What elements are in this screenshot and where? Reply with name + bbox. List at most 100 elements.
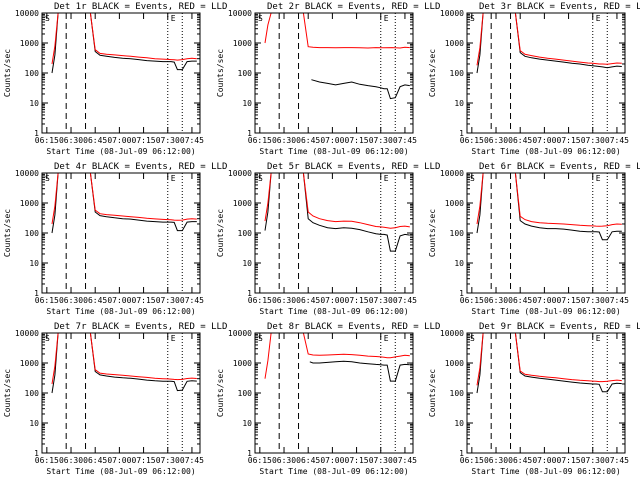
y-tick-label: 10 xyxy=(29,259,39,268)
x-tick-label: 06:15 xyxy=(460,136,484,145)
x-tick-label: 07:45 xyxy=(605,136,629,145)
y-tick-label: 10 xyxy=(242,419,252,428)
x-tick-label: 06:45 xyxy=(508,136,532,145)
y-tick-label: 1 xyxy=(459,449,464,458)
series-events-line xyxy=(476,172,622,241)
y-tick-label: 1000 xyxy=(233,199,252,208)
x-tick-label: 07:45 xyxy=(393,296,417,305)
x-tick-label: 07:15 xyxy=(132,456,156,465)
y-tick-label: 1 xyxy=(34,449,39,458)
x-tick-label: 07:45 xyxy=(605,296,629,305)
y-tick-label: 10000 xyxy=(15,169,39,178)
x-tick-label: 07:00 xyxy=(532,136,556,145)
x-tick-label: 07:00 xyxy=(532,296,556,305)
x-tick-label: 07:15 xyxy=(132,136,156,145)
end-mark: E xyxy=(171,174,176,183)
y-tick-label: 10000 xyxy=(15,329,39,338)
x-tick-label: 07:15 xyxy=(345,456,369,465)
chart-title: Det 2r BLACK = Events, RED = LLD xyxy=(267,2,440,12)
start-mark: S xyxy=(258,14,263,23)
x-tick-label: 07:30 xyxy=(581,296,605,305)
y-tick-label: 1000 xyxy=(445,39,464,48)
chart-panel-9: Det 9r BLACK = Events, RED = LLD Counts/s… xyxy=(428,322,640,476)
x-tick-label: 06:15 xyxy=(35,136,59,145)
x-tick-label: 07:15 xyxy=(557,456,581,465)
y-tick-label: 100 xyxy=(450,389,465,398)
x-tick-label: 07:30 xyxy=(369,296,393,305)
x-tick-label: 07:15 xyxy=(557,296,581,305)
plot-frame xyxy=(41,12,201,134)
x-axis-label: Start Time (08-Jul-09 06:12:00) xyxy=(259,467,408,476)
y-axis-label: Counts/sec xyxy=(216,209,225,257)
x-tick-label: 07:45 xyxy=(605,456,629,465)
x-tick-label: 06:45 xyxy=(83,136,107,145)
x-tick-label: 07:30 xyxy=(156,296,180,305)
y-tick-label: 100 xyxy=(450,229,465,238)
x-axis-label: Start Time (08-Jul-09 06:12:00) xyxy=(46,147,195,156)
chart-panel-7: Det 7r BLACK = Events, RED = LLD Counts/s… xyxy=(3,322,227,476)
plot-frame xyxy=(41,332,201,454)
y-tick-label: 100 xyxy=(25,69,40,78)
y-tick-label: 1 xyxy=(459,289,464,298)
y-tick-label: 10000 xyxy=(440,169,464,178)
y-tick-label: 10000 xyxy=(440,329,464,338)
x-tick-label: 07:00 xyxy=(532,456,556,465)
y-tick-label: 1000 xyxy=(233,39,252,48)
x-tick-label: 06:45 xyxy=(508,296,532,305)
chart-title: Det 4r BLACK = Events, RED = LLD xyxy=(54,162,227,172)
plot-frame xyxy=(254,332,414,454)
series-events-line xyxy=(309,360,410,382)
start-mark: S xyxy=(45,174,50,183)
y-tick-label: 10 xyxy=(242,99,252,108)
x-tick-label: 07:45 xyxy=(180,296,204,305)
y-tick-label: 10 xyxy=(454,99,464,108)
y-axis-label: Counts/sec xyxy=(216,369,225,417)
x-tick-label: 06:30 xyxy=(272,136,296,145)
x-tick-label: 07:15 xyxy=(345,296,369,305)
y-tick-label: 10 xyxy=(454,419,464,428)
x-tick-label: 07:45 xyxy=(393,456,417,465)
x-tick-label: 06:15 xyxy=(460,296,484,305)
series-events-line xyxy=(264,172,410,252)
x-axis-label: Start Time (08-Jul-09 06:12:00) xyxy=(259,307,408,316)
y-tick-label: 1000 xyxy=(233,359,252,368)
x-tick-label: 07:00 xyxy=(107,456,131,465)
y-tick-label: 10000 xyxy=(15,9,39,18)
x-tick-label: 06:15 xyxy=(248,136,272,145)
start-mark: S xyxy=(45,14,50,23)
x-tick-label: 06:45 xyxy=(296,296,320,305)
chart-title: Det 1r BLACK = Events, RED = LLD xyxy=(54,2,227,12)
start-mark: S xyxy=(258,174,263,183)
x-tick-label: 07:00 xyxy=(320,296,344,305)
chart-panel-4: Det 4r BLACK = Events, RED = LLD Counts/s… xyxy=(3,162,227,316)
y-axis-label: Counts/sec xyxy=(216,49,225,97)
chart-panel-6: Det 6r BLACK = Events, RED = LLD Counts/s… xyxy=(428,162,640,316)
end-mark: E xyxy=(596,174,601,183)
y-tick-label: 1000 xyxy=(20,359,39,368)
y-tick-label: 1 xyxy=(247,449,252,458)
y-tick-label: 100 xyxy=(25,229,40,238)
chart-title: Det 8r BLACK = Events, RED = LLD xyxy=(267,322,440,332)
x-axis-label: Start Time (08-Jul-09 06:12:00) xyxy=(46,467,195,476)
end-mark: E xyxy=(596,334,601,343)
start-mark: S xyxy=(258,334,263,343)
start-mark: S xyxy=(470,14,475,23)
chart-panel-3: Det 3r BLACK = Events, RED = LLD Counts/s… xyxy=(428,2,640,156)
x-axis-label: Start Time (08-Jul-09 06:12:00) xyxy=(471,467,620,476)
y-axis-label: Counts/sec xyxy=(428,369,437,417)
plot-frame xyxy=(466,172,626,294)
x-tick-label: 06:45 xyxy=(83,456,107,465)
y-axis-label: Counts/sec xyxy=(428,209,437,257)
y-tick-label: 1 xyxy=(459,129,464,138)
chart-panel-5: Det 5r BLACK = Events, RED = LLD Counts/s… xyxy=(216,162,440,316)
y-tick-label: 10000 xyxy=(228,169,252,178)
x-tick-label: 07:00 xyxy=(320,136,344,145)
x-tick-label: 06:45 xyxy=(508,456,532,465)
y-axis-label: Counts/sec xyxy=(3,209,12,257)
x-tick-label: 06:30 xyxy=(59,296,83,305)
x-tick-label: 06:30 xyxy=(59,136,83,145)
y-tick-label: 1 xyxy=(247,289,252,298)
x-tick-label: 07:30 xyxy=(581,136,605,145)
x-tick-label: 06:30 xyxy=(59,456,83,465)
